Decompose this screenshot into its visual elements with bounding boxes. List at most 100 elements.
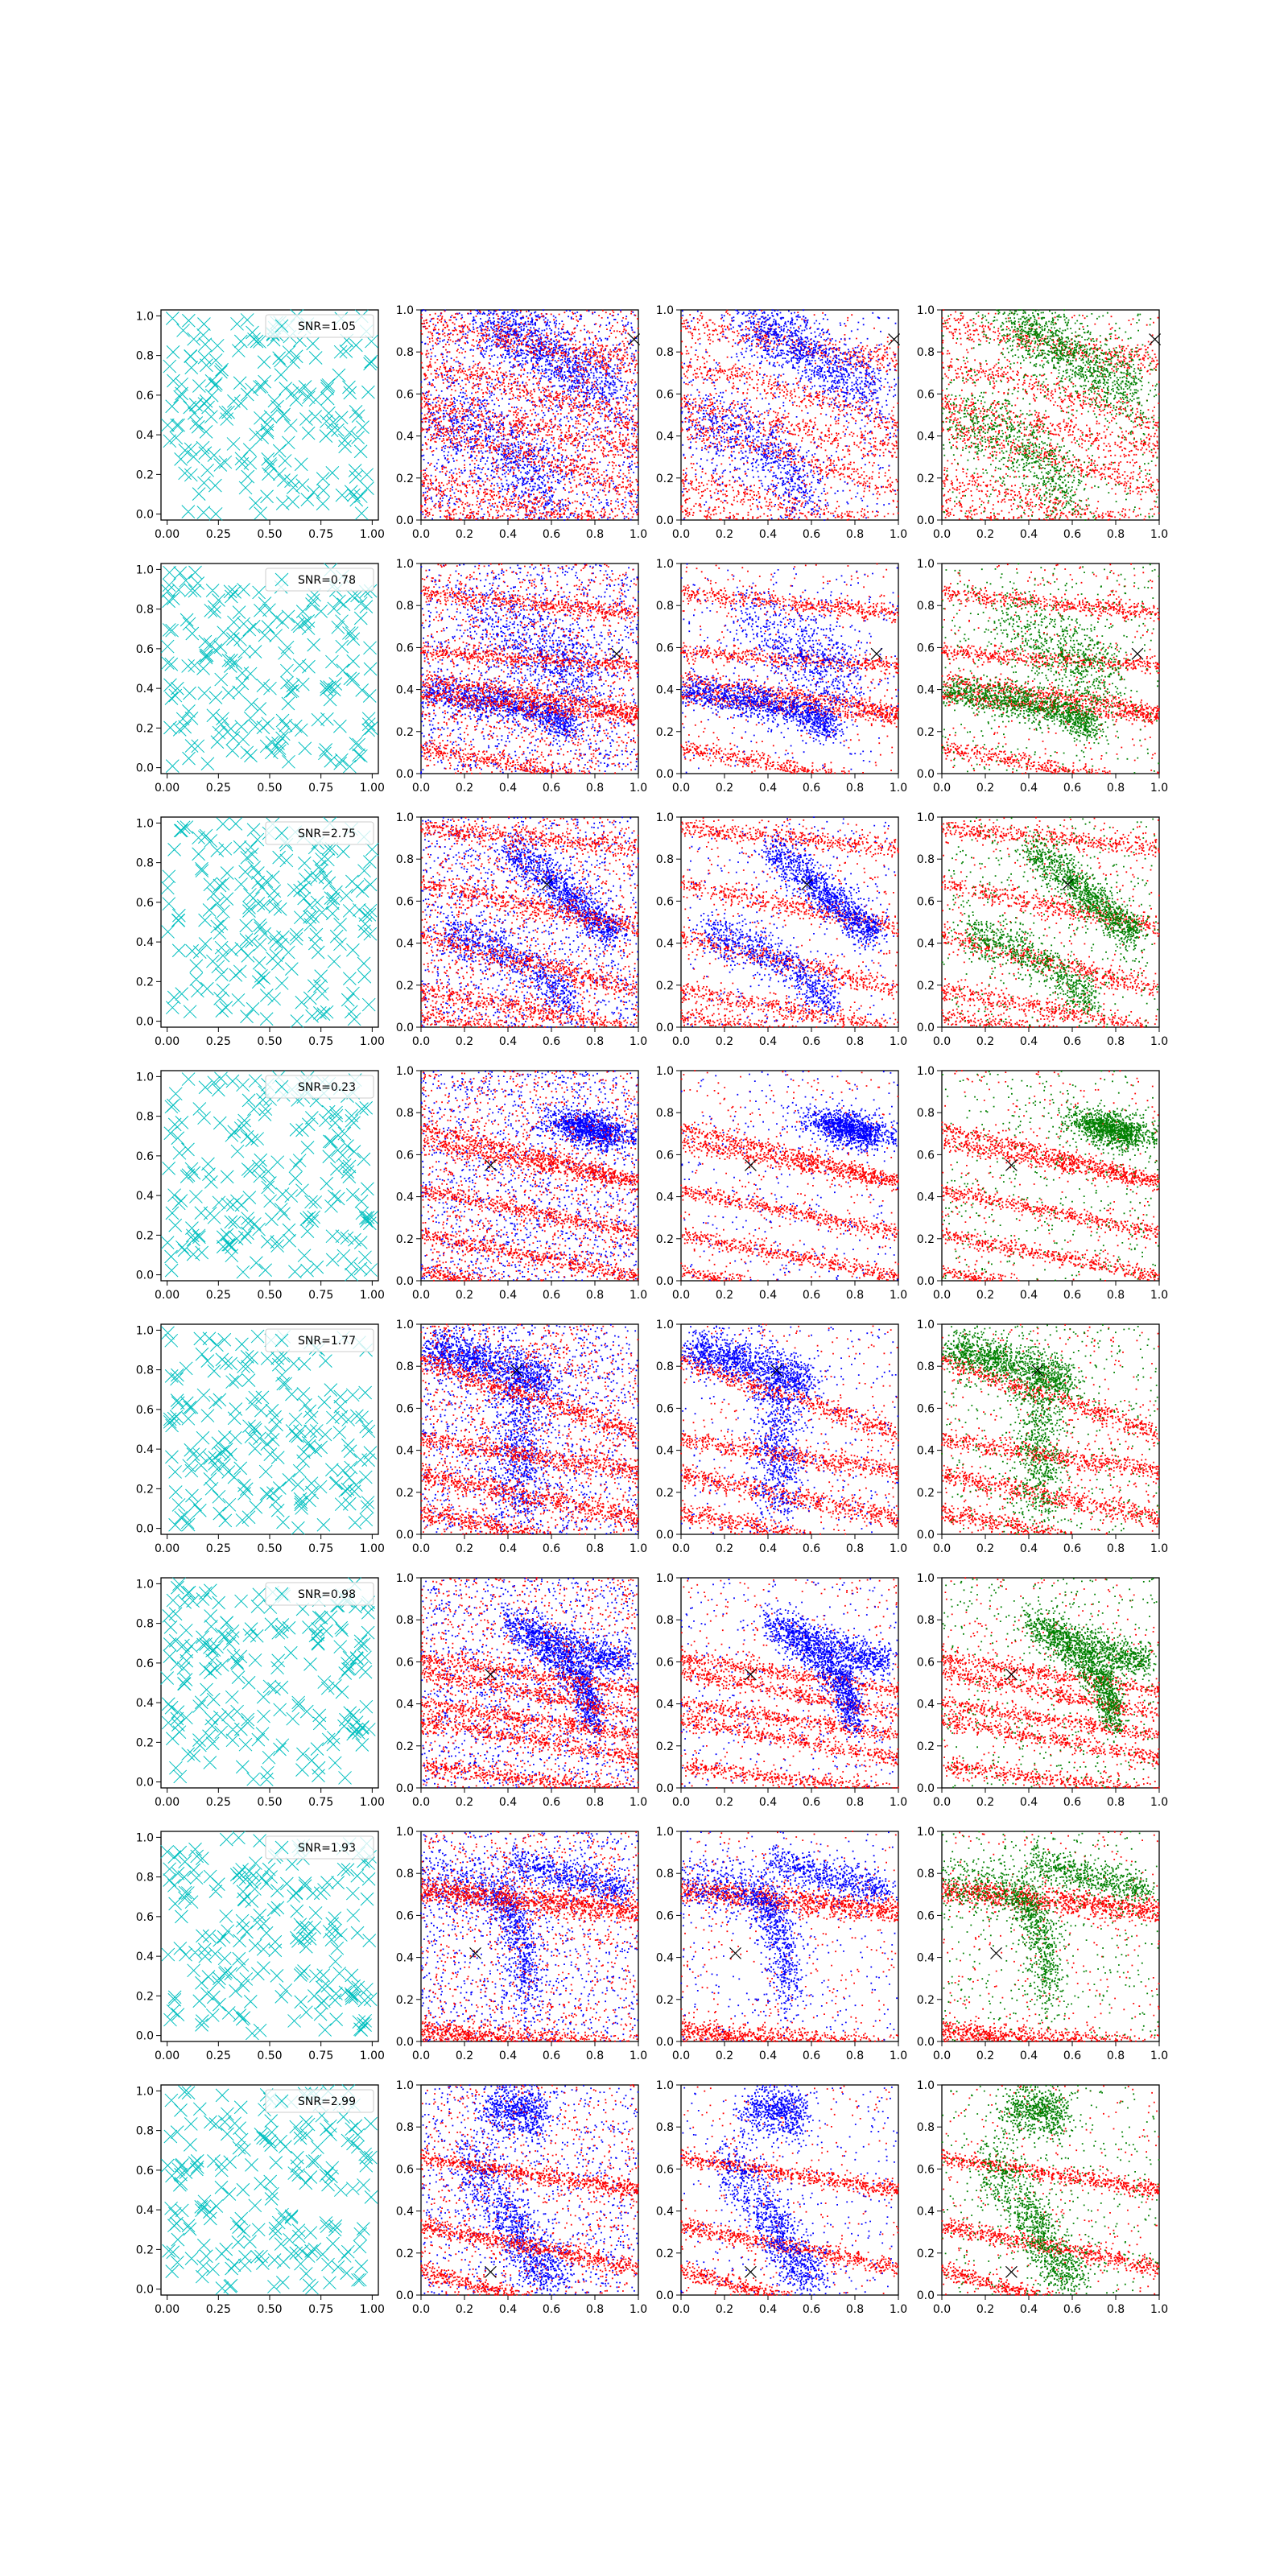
- panel-r4-c2: 0.0 0.2 0.4 0.6 0.8 1.0 0.0 0.2 0.4 0.6 0.8 1.0: [396, 1065, 647, 1302]
- red-streak-dots: [680, 2085, 899, 2296]
- blue-cluster-dots: [680, 1578, 898, 1787]
- panel-r2-c2-ytick-label: 1.0: [396, 558, 414, 571]
- blue-dots: [420, 1324, 639, 1535]
- panel-r6-c1-xtick-label: 0.50: [257, 1796, 282, 1809]
- red-dots-marks: [420, 1577, 639, 1789]
- panel-r2-c3-xtick-label: 0.8: [846, 782, 864, 795]
- red-dots: [420, 1323, 639, 1535]
- panel-r4-c3-frame: [680, 1070, 899, 1282]
- panel-r2-c3-ytick-label: 0.6: [656, 642, 674, 654]
- panel-r3-c4-xtick-label: 0.6: [1063, 1035, 1081, 1048]
- red-dots: [420, 563, 639, 774]
- panel-r8-c1-xtick-label: 0.25: [206, 2303, 231, 2316]
- panel-r8-c4-xtick-label: 0.0: [933, 2303, 951, 2316]
- panel-r5-c3-ytick-label: 1.0: [656, 1319, 674, 1331]
- panel-r3-c4-ytick-label: 1.0: [917, 811, 935, 824]
- panel-r4-c3-ytick-label: 0.0: [656, 1275, 674, 1288]
- blue-dots: [420, 2084, 639, 2296]
- blue-dots-marks: [420, 816, 639, 1028]
- panel-r6-c4-xtick-label: 0.2: [976, 1796, 994, 1809]
- panel-r3-c2: 0.0 0.2 0.4 0.6 0.8 1.0 0.0 0.2 0.4 0.6 0.8 1.0: [396, 811, 647, 1048]
- panel-r6-c2-xtick-label: 0.6: [543, 1796, 560, 1809]
- panel-r2-c4-xtick-label: 0.4: [1020, 782, 1038, 795]
- panel-r3-c2-ytick-label: 1.0: [396, 811, 414, 824]
- panel-r6-c1-xtick-label: 0.25: [206, 1796, 231, 1809]
- cyan-x-markers: [161, 1326, 378, 1535]
- blue-dots: [420, 309, 639, 521]
- panel-r8-c4-ytick-label: 0.8: [917, 2121, 935, 2134]
- panel-r4-c3-ytick-label: 0.6: [656, 1149, 674, 1162]
- panel-r1-c3-xtick-label: 0.6: [803, 528, 820, 541]
- panel-r2-c1-xtick-label: 0.50: [257, 782, 282, 795]
- panel-r6-c3-ytick-label: 1.0: [656, 1572, 674, 1585]
- snr-legend: SNR=1.93: [265, 1835, 374, 1860]
- panel-r5-c2-ytick-label: 0.2: [396, 1487, 414, 1500]
- panel-r6-c3-ytick-label: 0.8: [656, 1614, 674, 1627]
- panel-r1-c1-ytick-label: 0.6: [136, 390, 154, 402]
- panel-r8-c1-ytick-label: 0.6: [136, 2165, 154, 2178]
- panel-r2-c1-ytick-label: 1.0: [136, 564, 154, 576]
- panel-r2-c2-ytick-label: 0.8: [396, 600, 414, 613]
- panel-r1-c3-ytick-label: 0.6: [656, 388, 674, 401]
- legend-snr-label: SNR=2.75: [298, 828, 356, 840]
- panel-r5-c4-ytick-label: 0.2: [917, 1487, 935, 1500]
- panel-r7-c2: 0.0 0.2 0.4 0.6 0.8 1.0 0.0 0.2 0.4 0.6 0.8 1.0: [396, 1826, 647, 2062]
- panel-r4-c2-xtick-label: 0.6: [543, 1289, 560, 1302]
- panel-r6-c3-ytick-label: 0.6: [656, 1656, 674, 1669]
- panel-r4-c4-xtick-label: 0.8: [1107, 1289, 1125, 1302]
- panel-r2-c4: 0.0 0.2 0.4 0.6 0.8 1.0 0.0 0.2 0.4 0.6 0.8 1.0: [917, 558, 1168, 795]
- panel-r3-c1-xtick-label: 1.00: [360, 1035, 385, 1048]
- panel-r5-c4-ytick-label: 0.0: [917, 1529, 935, 1542]
- panel-r4-c4-xtick-label: 0.4: [1020, 1289, 1038, 1302]
- panel-r7-c1-ytick-label: 0.6: [136, 1911, 154, 1924]
- panel-r6-c4-ytick-label: 0.4: [917, 1699, 935, 1711]
- panel-r5-c4-xtick-label: 1.0: [1150, 1542, 1168, 1555]
- red-streak-dots: [941, 2085, 1160, 2296]
- panel-r8-c3-xtick-label: 0.4: [759, 2303, 777, 2316]
- panel-r8-c1-ytick-label: 0.0: [136, 2284, 154, 2297]
- panel-r4-c3-ytick-label: 0.4: [656, 1191, 674, 1204]
- panel-r2-c1-ytick-label: 0.4: [136, 683, 154, 696]
- row-2: 0.00 0.25 0.50 0.75 1.00 0.0 0.2 0.4 0.6 0.8 1.0 SN…: [136, 558, 1168, 795]
- panel-r8-c3-ytick-label: 1.0: [656, 2079, 674, 2092]
- red-streak-dots-marks: [941, 1577, 1160, 1789]
- panel-r4-c4-ytick-label: 0.4: [917, 1191, 935, 1204]
- cyan-x-marks: [161, 1326, 378, 1535]
- panel-r7-c3-frame: [680, 1831, 899, 2042]
- panel-r6-c2-xtick-label: 0.0: [412, 1796, 430, 1809]
- panel-r2-c1: 0.00 0.25 0.50 0.75 1.00 0.0 0.2 0.4 0.6 0.8 1.0 SN…: [136, 563, 385, 795]
- panel-r2-c1-xtick-label: 0.25: [206, 782, 231, 795]
- panel-r7-c2-xtick-label: 1.0: [630, 2050, 647, 2062]
- panel-r3-c2-ytick-label: 0.6: [396, 895, 414, 908]
- panel-r4-c2-ytick-label: 0.6: [396, 1149, 414, 1162]
- cyan-x-marks: [160, 1831, 378, 2041]
- panel-r3-c1-ytick-label: 0.8: [136, 857, 154, 870]
- panel-r6-c1-xtick-label: 1.00: [360, 1796, 385, 1809]
- panel-r6-c3-xtick-label: 1.0: [890, 1796, 907, 1809]
- panel-r5-c2-ytick-label: 0.4: [396, 1445, 414, 1458]
- panel-r8-c3-ytick-label: 0.8: [656, 2121, 674, 2134]
- red-streak-dots: [680, 1323, 899, 1535]
- panel-r4-c1-ytick-label: 1.0: [136, 1071, 154, 1084]
- panel-r5-c4: 0.0 0.2 0.4 0.6 0.8 1.0 0.0 0.2 0.4 0.6 0.8 1.0: [917, 1319, 1168, 1555]
- panel-r7-c2-xtick-label: 0.4: [499, 2050, 517, 2062]
- panel-r1-c4-ytick-label: 0.6: [917, 388, 935, 401]
- panel-r6-c3-ytick-label: 0.4: [656, 1699, 674, 1711]
- panel-r3-c1-xtick-label: 0.75: [308, 1035, 333, 1048]
- target-x-marker: [484, 2265, 497, 2278]
- panel-r1-c2-xtick-label: 0.8: [586, 528, 604, 541]
- target-x-marker: [744, 2265, 757, 2278]
- cyan-x-markers: [160, 816, 379, 1028]
- panel-r1-c1-xtick-label: 0.25: [206, 528, 231, 541]
- legend-box: [265, 1075, 374, 1099]
- panel-r1-c1-ytick-label: 0.4: [136, 429, 154, 442]
- snr-legend: SNR=0.98: [265, 1582, 374, 1606]
- green-cluster-dots: [941, 1831, 1159, 2042]
- panel-r3-c4-xtick-label: 0.0: [933, 1035, 951, 1048]
- panel-r8-c1: 0.00 0.25 0.50 0.75 1.00 0.0 0.2 0.4 0.6 0.8 1.0 SN…: [136, 2084, 385, 2316]
- red-dots-marks: [420, 563, 639, 774]
- panel-r2-c4-xtick-label: 1.0: [1150, 782, 1168, 795]
- panel-r5-c3-xtick-label: 0.6: [803, 1542, 820, 1555]
- panel-r4-c4-ytick-label: 0.6: [917, 1149, 935, 1162]
- panel-r3-c4-xtick-label: 0.2: [976, 1035, 994, 1048]
